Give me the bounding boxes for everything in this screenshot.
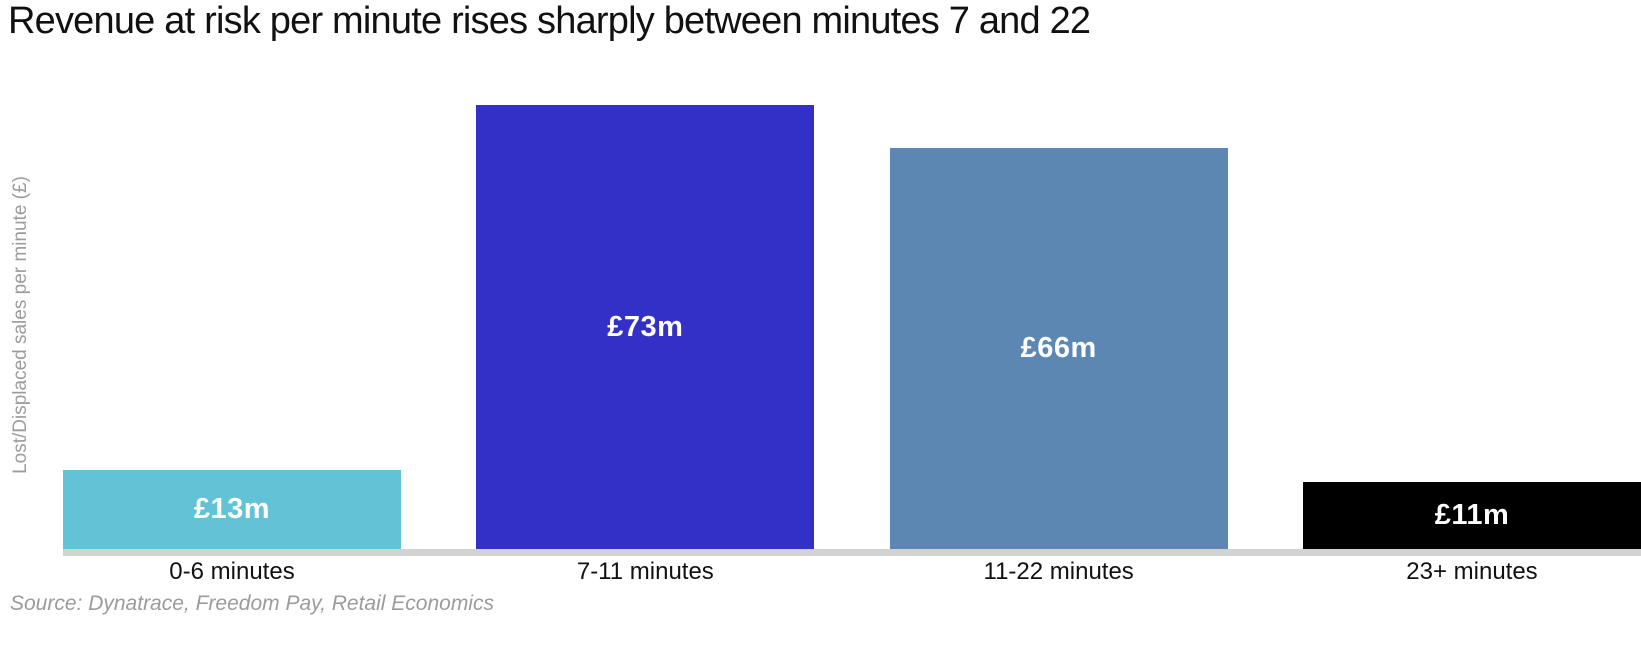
bar: £13m: [63, 470, 401, 549]
plot-area: £13m £73m £66m £11m 0-6 minutes 7-11 minutes…: [63, 0, 1641, 653]
bar-value-label: £13m: [193, 493, 271, 525]
bar: £11m: [1302, 482, 1641, 549]
source-caption: Source: Dynatrace, Freedom Pay, Retail E…: [10, 592, 494, 615]
x-axis-labels: 0-6 minutes 7-11 minutes 11-22 minutes 23+ …: [63, 558, 1641, 586]
y-axis-label: Lost/Displaced sales per minute (£): [10, 176, 31, 474]
x-axis-label: 23+ minutes: [1406, 558, 1538, 585]
x-axis-baseline: [63, 549, 1641, 556]
bar-value-label: £73m: [607, 310, 684, 343]
bar: £66m: [889, 148, 1228, 549]
bar: £73m: [476, 105, 815, 549]
x-axis-label: 7-11 minutes: [576, 558, 714, 585]
x-axis-label: 0-6 minutes: [169, 558, 295, 585]
bar-series: £13m £73m £66m £11m: [63, 105, 1641, 549]
x-axis-label: 11-22 minutes: [983, 558, 1134, 585]
bar-value-label: £11m: [1434, 499, 1510, 531]
bar-value-label: £66m: [1020, 332, 1097, 364]
chart-title: Revenue at risk per minute rises sharply…: [8, 0, 1091, 42]
